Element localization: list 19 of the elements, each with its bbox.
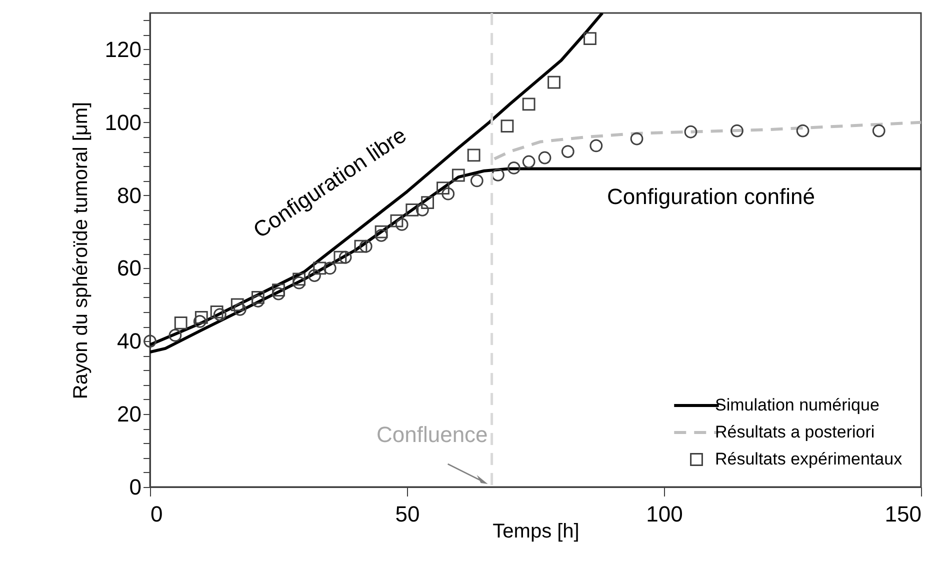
y-tick-label: 60	[117, 256, 142, 281]
legend-label: Résultats a posteriori	[715, 422, 875, 442]
x-tick-label: 100	[646, 502, 683, 526]
y-tick-label: 120	[104, 36, 142, 62]
ref-line-label: Confluence	[376, 422, 488, 447]
y-tick-label: 100	[104, 110, 142, 135]
x-tick-label: 0	[150, 502, 163, 526]
y-axis-title: Rayon du sphéroïde tumoral [μm]	[70, 102, 92, 400]
annotation: Configuration confiné	[607, 184, 815, 209]
y-tick-label: 40	[117, 328, 142, 354]
y-tick-label: 80	[117, 182, 142, 208]
x-tick-label: 50	[395, 502, 420, 526]
line-series	[492, 120, 921, 160]
y-tick-label: 0	[129, 474, 142, 500]
x-tick-label: 150	[884, 502, 922, 526]
x-axis-title: Temps [h]	[492, 520, 580, 542]
legend-label: Résultats expérimentaux	[715, 450, 903, 468]
y-tick-label: 20	[117, 402, 142, 427]
legend-label: Simulation numérique	[715, 396, 880, 414]
